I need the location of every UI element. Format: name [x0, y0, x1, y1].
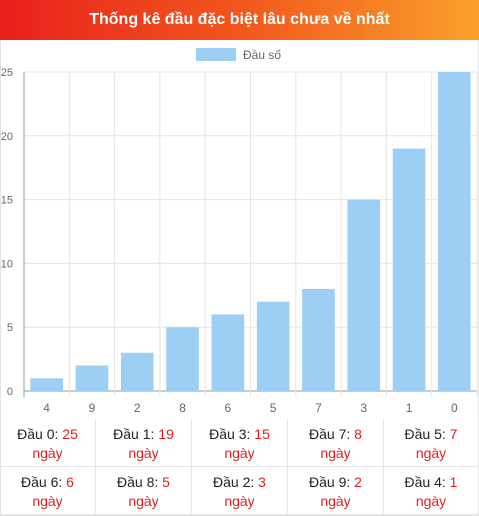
stat-cell: Đầu 3: 15 ngày [192, 419, 288, 467]
stat-cell: Đầu 5: 7 ngày [384, 419, 479, 467]
legend-label: Đầu số [243, 48, 281, 62]
bar [347, 199, 381, 391]
stat-label: Đầu 6: [21, 474, 63, 490]
stat-unit: ngày [415, 445, 447, 461]
stat-value: 8 [354, 426, 362, 442]
stat-cell: Đầu 8: 5 ngày [96, 467, 192, 515]
stat-unit: ngày [415, 493, 447, 509]
legend-swatch [196, 48, 236, 61]
stat-cell: Đầu 7: 8 ngày [288, 419, 384, 467]
header-banner: Thống kê đầu đặc biệt lâu chưa về nhất [0, 0, 479, 40]
bar [166, 327, 199, 391]
bar [438, 72, 471, 391]
y-tick-label: 0 [7, 386, 13, 398]
stat-cell: Đầu 9: 2 ngày [288, 467, 384, 515]
stat-value: 2 [354, 474, 362, 490]
stat-cell: Đầu 6: 6 ngày [0, 467, 96, 515]
bar [256, 301, 290, 391]
stat-unit: ngày [320, 493, 351, 509]
stat-value: 1 [449, 474, 458, 490]
bar [120, 352, 154, 391]
stat-unit: ngày [128, 493, 159, 509]
x-tick-label: 8 [179, 401, 186, 415]
x-tick-label: 1 [406, 401, 413, 415]
x-tick-label: 7 [315, 401, 322, 415]
stats-grid: Đầu 0: 25 ngày Đầu 1: 19 ngày Đầu 3: 15 … [0, 419, 479, 516]
x-tick-label: 9 [89, 401, 96, 415]
stat-value: 19 [158, 426, 174, 442]
y-tick-label: 10 [1, 258, 13, 270]
stat-cell: Đầu 4: 1 ngày [384, 467, 479, 515]
stat-label: Đầu 8: [117, 474, 159, 490]
stat-label: Đầu 2: [213, 474, 255, 490]
stat-unit: ngày [32, 445, 63, 461]
bar [302, 288, 335, 391]
header-title: Thống kê đầu đặc biệt lâu chưa về nhất [89, 11, 390, 28]
stat-label: Đầu 3: [209, 426, 251, 442]
y-tick-label: 5 [7, 322, 13, 334]
stat-unit: ngày [320, 445, 351, 461]
x-tick-label: 0 [451, 401, 458, 415]
stat-cell: Đầu 0: 25 ngày [0, 419, 96, 467]
stat-unit: ngày [128, 445, 159, 461]
stat-value: 3 [258, 474, 266, 490]
stat-label: Đầu 7: [309, 426, 351, 442]
bar [30, 378, 63, 391]
stat-unit: ngày [224, 493, 255, 509]
stat-cell: Đầu 2: 3 ngày [192, 467, 288, 515]
y-tick-label: 15 [1, 195, 13, 207]
stat-label: Đầu 0: [17, 426, 59, 442]
stat-value: 5 [162, 474, 170, 490]
stat-value: 6 [66, 474, 74, 490]
stat-cell: Đầu 1: 19 ngày [96, 419, 192, 467]
stat-label: Đầu 5: [404, 426, 446, 442]
y-tick-label: 25 [1, 67, 13, 79]
x-tick-label: 2 [134, 401, 141, 415]
stat-unit: ngày [32, 493, 63, 509]
stat-label: Đầu 4: [404, 474, 446, 490]
x-tick-label: 6 [225, 401, 232, 415]
stat-value: 7 [449, 426, 458, 442]
bar [75, 365, 109, 391]
bar [211, 314, 245, 391]
x-tick-label: 5 [270, 401, 277, 415]
stat-value: 15 [254, 426, 270, 442]
x-tick-label: 4 [43, 401, 50, 415]
bar [392, 148, 426, 391]
y-tick-label: 20 [1, 131, 13, 143]
stat-label: Đầu 9: [309, 474, 351, 490]
stat-label: Đầu 1: [113, 426, 155, 442]
stat-unit: ngày [224, 445, 255, 461]
x-tick-label: 3 [360, 401, 367, 415]
stat-value: 25 [62, 426, 78, 442]
